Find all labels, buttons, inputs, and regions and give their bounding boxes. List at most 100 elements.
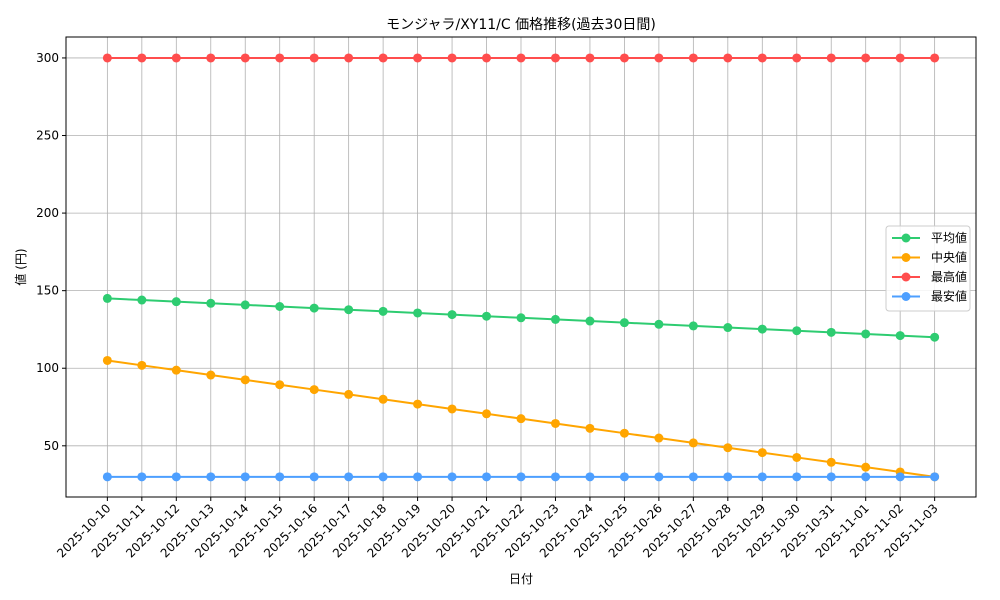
data-point [619, 53, 629, 63]
data-point [895, 331, 905, 341]
data-point [516, 313, 526, 323]
data-point [378, 472, 388, 482]
data-point [309, 472, 319, 482]
data-point [930, 53, 940, 63]
y-axis-label: 値 (円) [13, 248, 28, 285]
data-point [275, 472, 285, 482]
legend-box [885, 225, 971, 312]
data-point [516, 53, 526, 63]
legend-marker [901, 272, 911, 282]
y-tick-label: 300 [36, 51, 59, 65]
data-point [550, 418, 560, 428]
y-tick-label: 50 [44, 439, 59, 453]
data-point [516, 414, 526, 424]
data-point [447, 404, 457, 414]
data-point [654, 319, 664, 329]
legend-label: 最安値 [931, 289, 967, 304]
legend-label: 最高値 [931, 269, 967, 284]
data-point [757, 324, 767, 334]
data-point [344, 472, 354, 482]
series-group [102, 53, 940, 482]
data-point [309, 53, 319, 63]
data-point [482, 472, 492, 482]
data-point [688, 438, 698, 448]
data-point [757, 448, 767, 458]
data-point [861, 462, 871, 472]
data-point [930, 332, 940, 342]
y-tick-label: 250 [36, 129, 59, 143]
data-point [137, 53, 147, 63]
data-point [482, 409, 492, 419]
legend-label: 中央値 [931, 250, 967, 265]
data-point [413, 53, 423, 63]
data-point [447, 53, 457, 63]
data-point [171, 297, 181, 307]
data-point [102, 355, 112, 365]
legend-marker [901, 233, 911, 243]
data-point [102, 293, 112, 303]
data-point [447, 310, 457, 320]
data-point [137, 360, 147, 370]
data-point [413, 399, 423, 409]
data-point [171, 472, 181, 482]
data-point [792, 53, 802, 63]
data-point [826, 457, 836, 467]
ticks: 2025-10-102025-10-112025-10-122025-10-13… [36, 51, 941, 560]
data-point [723, 53, 733, 63]
data-point [930, 472, 940, 482]
data-point [378, 394, 388, 404]
data-point [240, 472, 250, 482]
data-point [516, 472, 526, 482]
data-point [585, 472, 595, 482]
data-point [585, 53, 595, 63]
data-point [378, 53, 388, 63]
data-point [344, 389, 354, 399]
data-point [861, 53, 871, 63]
data-point [826, 53, 836, 63]
data-point [344, 305, 354, 315]
data-point [378, 306, 388, 316]
data-point [688, 321, 698, 331]
data-point [861, 329, 871, 339]
data-point [413, 308, 423, 318]
data-point [792, 452, 802, 462]
data-point [102, 53, 112, 63]
data-point [757, 53, 767, 63]
data-point [413, 472, 423, 482]
legend-label: 平均値 [931, 230, 967, 245]
data-point [482, 311, 492, 321]
legend-marker [901, 253, 911, 262]
chart-title: モンジャラ/XY11/C 価格推移(過去30日間) [386, 17, 656, 33]
data-point [723, 323, 733, 333]
data-point [619, 428, 629, 438]
y-tick-label: 200 [36, 206, 59, 220]
data-point [654, 472, 664, 482]
data-point [550, 53, 560, 63]
data-point [723, 472, 733, 482]
data-point [240, 53, 250, 63]
data-point [171, 365, 181, 375]
y-tick-label: 100 [36, 361, 59, 375]
data-point [895, 53, 905, 63]
data-point [792, 472, 802, 482]
data-point [275, 380, 285, 390]
data-point [240, 375, 250, 385]
data-point [102, 472, 112, 482]
data-point [275, 301, 285, 311]
data-point [206, 298, 216, 308]
data-point [792, 326, 802, 336]
data-point [137, 472, 147, 482]
data-point [550, 472, 560, 482]
data-point [585, 316, 595, 326]
data-point [240, 300, 250, 310]
data-point [447, 472, 457, 482]
data-point [344, 53, 354, 63]
y-tick-label: 150 [36, 284, 59, 298]
data-point [654, 53, 664, 63]
data-point [826, 327, 836, 337]
data-point [757, 472, 767, 482]
data-point [619, 318, 629, 328]
x-axis-label: 日付 [509, 572, 533, 586]
